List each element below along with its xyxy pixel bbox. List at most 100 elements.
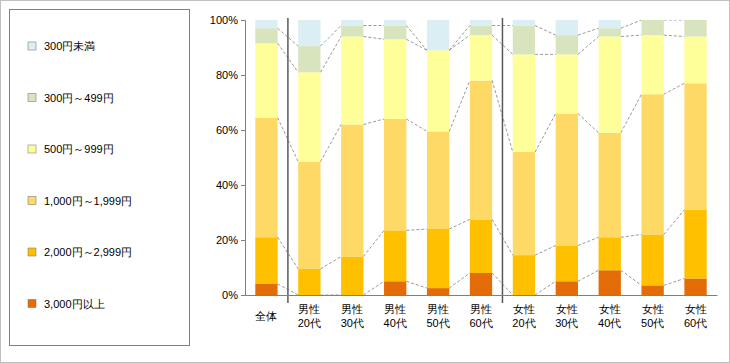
x-tick-label-line: 女性	[685, 303, 707, 315]
bar	[641, 35, 663, 94]
connector	[449, 273, 470, 288]
x-tick-label-line: 50代	[641, 317, 664, 329]
bar	[641, 235, 663, 286]
x-tick: 女性20代	[512, 295, 535, 329]
legend-label: 2,000円～2,999円	[44, 246, 132, 258]
y-tick-mark	[241, 240, 245, 241]
bar	[427, 131, 449, 229]
connector	[578, 28, 599, 35]
bar	[599, 20, 621, 28]
legend-label: 1,000円～1,999円	[44, 195, 132, 207]
series-1	[255, 210, 706, 295]
legend: 300円未満300円～499円500円～999円1,000円～1,999円2,0…	[10, 10, 190, 346]
x-tick-label: 男性 30代	[341, 303, 364, 329]
bar	[513, 26, 535, 55]
connector	[406, 26, 427, 51]
bar	[513, 20, 535, 26]
x-tick-label-line: 男性	[470, 303, 492, 315]
x-tick-label: 男性40代	[384, 303, 407, 329]
connectors	[278, 20, 685, 295]
connector	[578, 270, 599, 281]
bar	[427, 229, 449, 288]
connector	[535, 54, 556, 55]
legend-box	[10, 10, 190, 346]
legend-label: 500円～999円	[44, 143, 114, 155]
x-tick-label-line: 40代	[598, 317, 621, 329]
connector	[449, 81, 470, 132]
x-tick: 男性 60代	[469, 295, 492, 329]
y-tick-label: 40%	[216, 179, 238, 191]
connector	[664, 35, 685, 36]
bar	[556, 35, 578, 54]
connector	[664, 20, 685, 21]
connector	[535, 281, 556, 295]
bar	[384, 119, 406, 230]
x-tick: 女性50代	[641, 295, 664, 329]
connector	[363, 37, 384, 40]
bar	[641, 20, 663, 21]
bar	[684, 37, 706, 84]
bar	[255, 284, 277, 295]
bar	[255, 237, 277, 284]
legend-label: 3,000円以上	[44, 298, 105, 310]
legend-marker	[28, 94, 36, 102]
legend-marker	[28, 197, 36, 205]
x-tick-label-line: 男性	[341, 303, 363, 315]
bar	[341, 257, 363, 296]
bar	[556, 54, 578, 113]
bar	[599, 133, 621, 238]
bar	[298, 162, 320, 269]
separator	[502, 18, 504, 303]
series-3	[255, 35, 706, 162]
bar	[556, 114, 578, 246]
bar	[255, 28, 277, 43]
connector	[363, 230, 384, 256]
bar	[470, 20, 492, 26]
connector	[449, 26, 470, 51]
series-5	[255, 20, 621, 50]
connector	[321, 125, 342, 162]
y-tick-mark	[241, 295, 245, 296]
connector	[363, 119, 384, 125]
y-tick-mark	[241, 75, 245, 76]
connector	[321, 37, 342, 73]
x-tick-label-line: 女性	[513, 303, 535, 315]
y-tick-label: 20%	[216, 234, 238, 246]
y-tick-label: 100%	[210, 14, 238, 26]
bar	[513, 255, 535, 295]
connector	[578, 114, 599, 133]
connector	[535, 114, 556, 153]
x-tick-label-line: 30代	[341, 317, 364, 329]
bar	[599, 237, 621, 270]
x-tick-label: 男性20代	[298, 303, 321, 329]
connector	[406, 119, 427, 131]
x-tick-label-line: 60代	[684, 317, 707, 329]
x-tick-label: 女性30代	[555, 303, 578, 329]
bar	[255, 20, 277, 28]
x-tick-label: 男性50代	[426, 303, 449, 329]
x-tick-label-line: 女性	[599, 303, 621, 315]
bar	[341, 26, 363, 37]
x-tick-label-line: 40代	[384, 317, 407, 329]
y-tick-label: 60%	[216, 124, 238, 136]
separator	[287, 18, 289, 303]
x-tick: 男性 30代	[341, 295, 364, 329]
x-tick-label-line: 男性	[298, 303, 320, 315]
bar	[298, 20, 320, 46]
x-tick-label: 女性 40代	[598, 303, 621, 329]
y-axis: 0%20%40%60%80%100%	[210, 14, 246, 301]
x-tick: 全体	[255, 295, 277, 322]
x-tick-label-line: 全体	[255, 310, 277, 322]
y-tick: 0%	[222, 289, 245, 301]
bar	[298, 72, 320, 161]
bar	[684, 210, 706, 279]
y-tick-mark	[241, 130, 245, 131]
x-axis-line	[246, 295, 718, 296]
series-0	[255, 270, 706, 295]
x-tick: 女性 60代	[684, 295, 707, 329]
bar	[641, 285, 663, 295]
frame	[1, 1, 730, 363]
bar	[298, 46, 320, 72]
x-tick-label-line: 60代	[469, 317, 492, 329]
bar	[384, 230, 406, 281]
